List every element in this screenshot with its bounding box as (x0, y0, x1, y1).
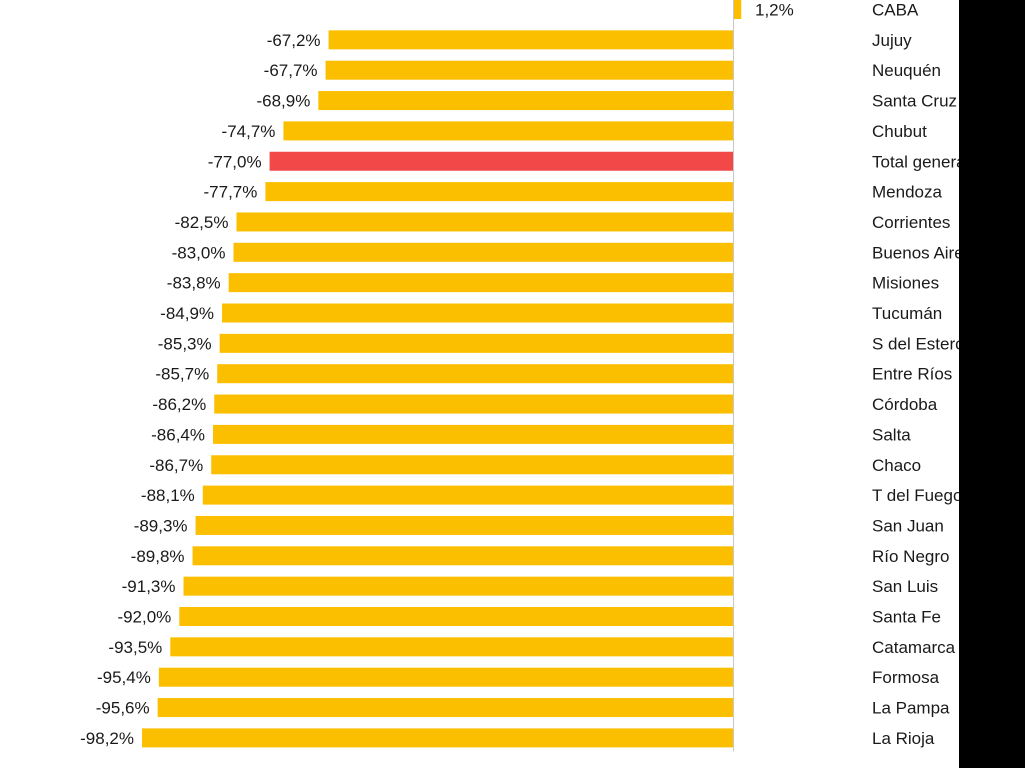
category-label-15: Chaco (872, 456, 921, 475)
category-label-8: Buenos Aires (872, 243, 972, 262)
category-label-11: S del Estero (872, 334, 965, 353)
data-label-24: -98,2% (80, 729, 134, 748)
bar-3 (318, 91, 733, 111)
bar-13 (214, 394, 733, 414)
bar-7 (236, 212, 733, 232)
data-label-9: -83,8% (167, 274, 221, 293)
bar-19 (183, 576, 733, 596)
bar-24 (142, 728, 733, 748)
category-label-23: La Pampa (872, 699, 950, 718)
data-label-10: -84,9% (160, 304, 214, 323)
data-label-7: -82,5% (175, 213, 229, 232)
category-label-13: Córdoba (872, 395, 938, 414)
data-label-4: -74,7% (222, 122, 276, 141)
category-label-24: La Rioja (872, 729, 935, 748)
category-label-2: Neuquén (872, 61, 941, 80)
bar-1 (328, 30, 733, 50)
category-label-17: San Juan (872, 516, 944, 535)
data-label-13: -86,2% (152, 395, 206, 414)
data-label-12: -85,7% (155, 365, 209, 384)
data-label-3: -68,9% (256, 92, 310, 111)
bar-4 (283, 121, 733, 141)
bar-5 (269, 151, 733, 171)
data-label-15: -86,7% (149, 456, 203, 475)
bar-11 (219, 333, 733, 353)
category-label-18: Río Negro (872, 547, 949, 566)
data-label-2: -67,7% (264, 61, 318, 80)
category-label-20: Santa Fe (872, 608, 941, 627)
category-label-16: T del Fuego (872, 486, 962, 505)
data-label-22: -95,4% (97, 668, 151, 687)
data-label-11: -85,3% (158, 334, 212, 353)
data-label-5: -77,0% (208, 152, 262, 171)
data-label-8: -83,0% (172, 243, 226, 262)
bar-20 (179, 607, 733, 626)
bar-0 (734, 0, 742, 19)
bar-22 (158, 667, 733, 687)
bar-12 (217, 364, 733, 384)
bar-9 (228, 273, 734, 293)
category-label-1: Jujuy (872, 31, 912, 50)
data-label-18: -89,8% (131, 547, 185, 566)
bar-6 (265, 182, 733, 202)
bar-21 (170, 637, 734, 657)
category-label-10: Tucumán (872, 304, 942, 323)
category-label-12: Entre Ríos (872, 365, 952, 384)
category-label-3: Santa Cruz (872, 92, 957, 111)
data-label-14: -86,4% (151, 425, 205, 444)
data-label-20: -92,0% (117, 608, 171, 627)
data-label-1: -67,2% (267, 31, 321, 50)
category-label-7: Corrientes (872, 213, 950, 232)
category-label-5: Total general (872, 152, 969, 171)
bar-2 (325, 60, 733, 80)
category-label-0: CABA (872, 1, 919, 20)
bar-8 (233, 242, 733, 262)
bar-15 (211, 455, 733, 475)
bar-10 (222, 303, 733, 323)
right-border-strip (959, 0, 1025, 768)
category-label-9: Misiones (872, 274, 939, 293)
data-label-19: -91,3% (122, 577, 176, 596)
bar-18 (192, 546, 734, 566)
category-label-4: Chubut (872, 122, 927, 141)
category-label-6: Mendoza (872, 183, 942, 202)
category-label-21: Catamarca (872, 638, 956, 657)
bar-16 (202, 485, 733, 505)
category-label-19: San Luis (872, 577, 938, 596)
data-label-0: 1,2% (755, 1, 794, 20)
category-label-22: Formosa (872, 668, 940, 687)
data-label-6: -77,7% (204, 183, 258, 202)
category-label-14: Salta (872, 425, 911, 444)
data-label-23: -95,6% (96, 699, 150, 718)
bar-17 (195, 515, 734, 535)
bar-23 (157, 698, 734, 718)
bar-14 (213, 424, 733, 444)
data-label-21: -93,5% (108, 638, 162, 657)
data-label-17: -89,3% (134, 516, 188, 535)
data-label-16: -88,1% (141, 486, 195, 505)
